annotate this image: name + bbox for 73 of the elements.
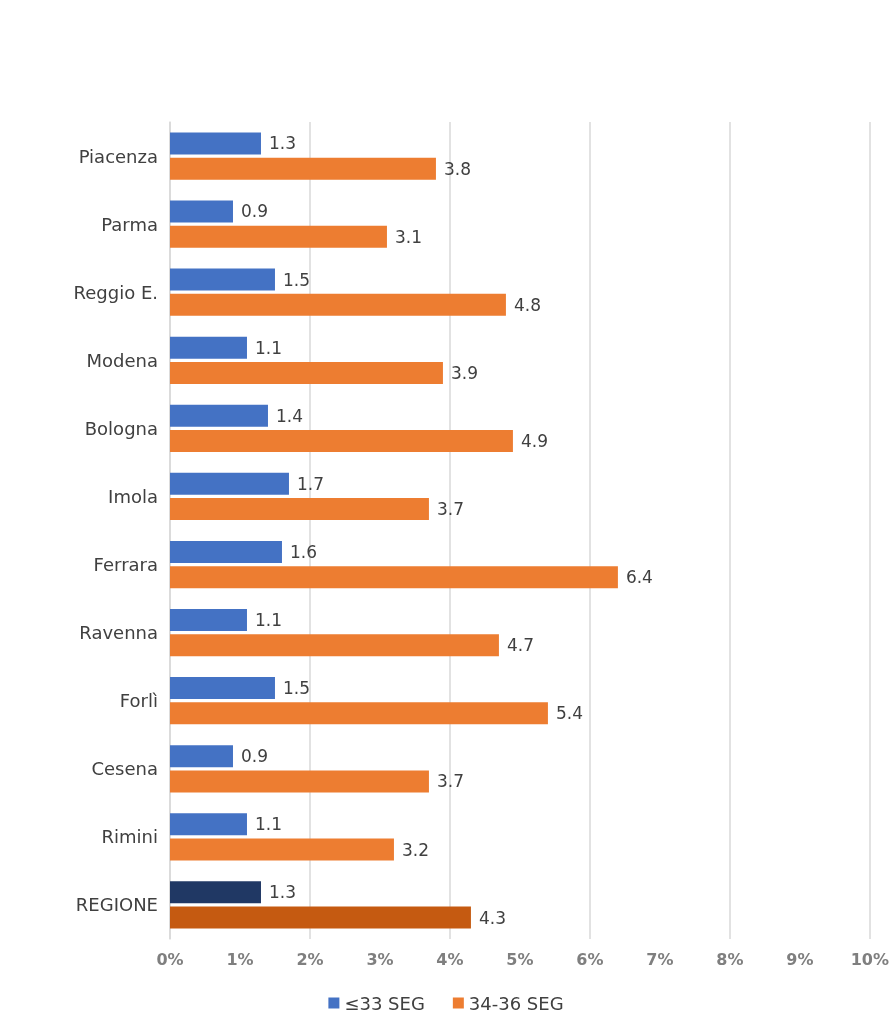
data-label: 5.4: [555, 703, 583, 724]
bar: [170, 540, 282, 563]
bar: [170, 702, 548, 725]
y-tick-label: Reggio E.: [73, 281, 158, 303]
y-tick-label: Ravenna: [79, 622, 158, 644]
y-tick-label: Ferrara: [93, 554, 158, 576]
bar: [170, 225, 387, 248]
bar: [170, 404, 268, 427]
data-label: 1.5: [282, 678, 311, 699]
x-tick-label: 5%: [506, 949, 534, 969]
bar: [170, 770, 429, 793]
data-label: 6.4: [625, 567, 653, 588]
bar: [170, 813, 247, 836]
data-label: 1.1: [254, 814, 283, 835]
bar: [170, 361, 443, 384]
data-label: 0.9: [240, 201, 269, 222]
y-tick-label: Forlì: [119, 690, 158, 712]
legend-label: 34-36 SEG: [468, 992, 564, 1014]
bar: [170, 336, 247, 359]
bar: [170, 157, 436, 180]
x-tick-label: 4%: [436, 949, 464, 969]
data-label: 3.2: [401, 839, 429, 860]
y-tick-label: Cesena: [91, 758, 158, 780]
bar: [170, 677, 275, 700]
x-tick-label: 9%: [786, 949, 814, 969]
y-tick-label: Modena: [86, 349, 158, 371]
y-tick-label: Piacenza: [78, 145, 158, 167]
x-tick-label: 8%: [716, 949, 744, 969]
data-label: 3.7: [436, 771, 464, 792]
bar: [170, 472, 289, 495]
data-label: 1.4: [275, 405, 304, 426]
data-label: 4.7: [506, 635, 534, 656]
data-label: 1.6: [289, 541, 318, 562]
x-tick-label: 7%: [646, 949, 674, 969]
data-label: 3.1: [394, 226, 422, 247]
bar: [170, 566, 618, 589]
bar: [170, 293, 506, 316]
data-label: 3.9: [450, 362, 478, 383]
bar: [170, 430, 513, 453]
data-label: 3.7: [436, 499, 464, 520]
data-label: 1.7: [296, 473, 325, 494]
x-tick-label: 10%: [850, 949, 889, 969]
x-tick-label: 6%: [576, 949, 604, 969]
bar: [170, 268, 275, 291]
y-tick-label: Imola: [108, 485, 158, 507]
bar: [170, 838, 394, 861]
data-label: 1.1: [254, 609, 283, 630]
data-label: 0.9: [240, 746, 269, 767]
bar: [170, 200, 233, 223]
legend-label: ≤33 SEG: [344, 992, 425, 1014]
data-label: 1.5: [282, 269, 311, 290]
bar: [170, 608, 247, 631]
data-label: 4.8: [513, 294, 541, 315]
data-label: 1.1: [254, 337, 283, 358]
y-tick-label: REGIONE: [75, 894, 158, 916]
data-label: 1.3: [268, 882, 297, 903]
bar: [170, 634, 499, 657]
y-tick-label: Bologna: [84, 417, 158, 439]
data-label: 4.9: [520, 431, 548, 452]
bar: [170, 881, 261, 904]
data-label: 4.3: [478, 907, 506, 928]
x-tick-label: 3%: [366, 949, 394, 969]
data-label: 3.8: [443, 158, 471, 179]
bar: [170, 132, 261, 155]
data-label: 1.3: [268, 133, 297, 154]
bar: [170, 906, 471, 929]
x-tick-label: 2%: [296, 949, 324, 969]
x-tick-label: 1%: [226, 949, 254, 969]
y-tick-label: Parma: [101, 213, 158, 235]
y-tick-label: Rimini: [101, 826, 158, 848]
bar: [170, 498, 429, 521]
x-tick-label: 0%: [156, 949, 184, 969]
bar: [170, 745, 233, 768]
